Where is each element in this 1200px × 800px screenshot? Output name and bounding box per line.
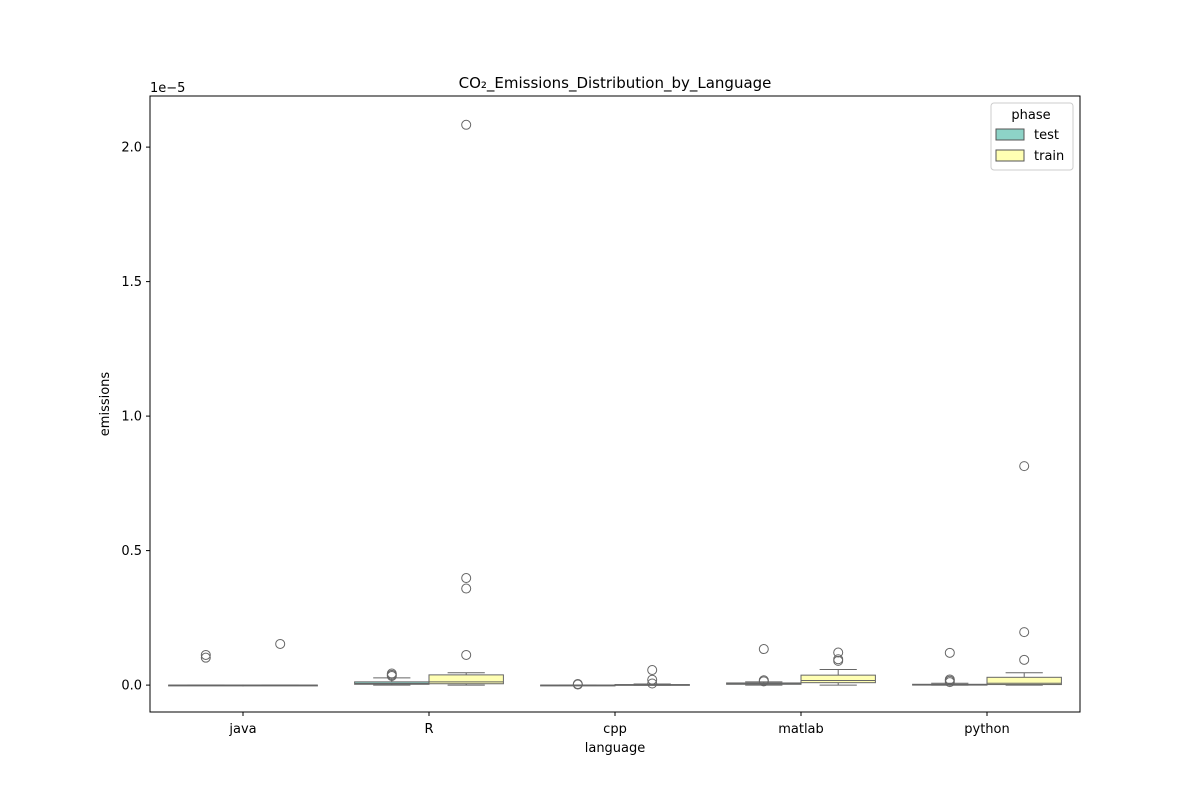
y-tick-label: 0.0 [121,679,142,694]
outlier-point-test-cpp [572,679,583,690]
outlier-point-train-R [461,649,472,660]
legend-label-train: train [1034,149,1064,164]
legend: phase test train [990,102,1074,171]
outlier-point-test-matlab [758,675,769,686]
y-tick-label: 2.0 [121,141,142,156]
box-train-python [986,676,1062,686]
y-offset-label: 1e−5 [150,81,185,96]
outlier-point-train-cpp [647,674,658,685]
outlier-point-test-java [200,649,211,660]
outlier-point-train-cpp [647,665,658,676]
outlier-point-test-java [200,652,211,663]
y-tick-label: 1.0 [121,410,142,425]
axes-frame [149,95,1081,713]
outlier-point-train-python [1019,461,1030,472]
outlier-point-test-python [944,647,955,658]
outlier-point-test-matlab [758,644,769,655]
outlier-point-train-R [461,573,472,584]
x-tick-label: java [228,722,256,737]
outlier-point-train-R [461,583,472,594]
box-train-R [428,674,504,685]
x-tick-label: python [964,722,1009,737]
box-train-matlab [800,674,876,684]
outlier-point-train-python [1019,627,1030,638]
outlier-point-train-java [275,638,286,649]
legend-swatch-test [995,128,1025,141]
x-tick-label: matlab [778,722,824,737]
outlier-point-train-matlab [833,654,844,665]
legend-title: phase [1011,108,1050,123]
outlier-point-test-python [944,674,955,685]
x-axis-label: language [585,741,646,756]
chart-title: CO₂_Emissions_Distribution_by_Language [459,74,772,93]
outlier-point-train-cpp [647,678,658,689]
legend-label-test: test [1034,128,1059,143]
y-axis-label: emissions [98,372,113,437]
x-tick-label: R [424,722,433,737]
x-tick-label: cpp [603,722,627,737]
outlier-point-train-python [1019,654,1030,665]
outlier-point-train-R [461,119,472,130]
y-tick-label: 1.5 [121,275,142,290]
y-tick-label: 0.5 [121,544,142,559]
outlier-point-train-matlab [833,647,844,658]
outlier-point-test-R [386,668,397,679]
legend-swatch-train [995,149,1025,162]
